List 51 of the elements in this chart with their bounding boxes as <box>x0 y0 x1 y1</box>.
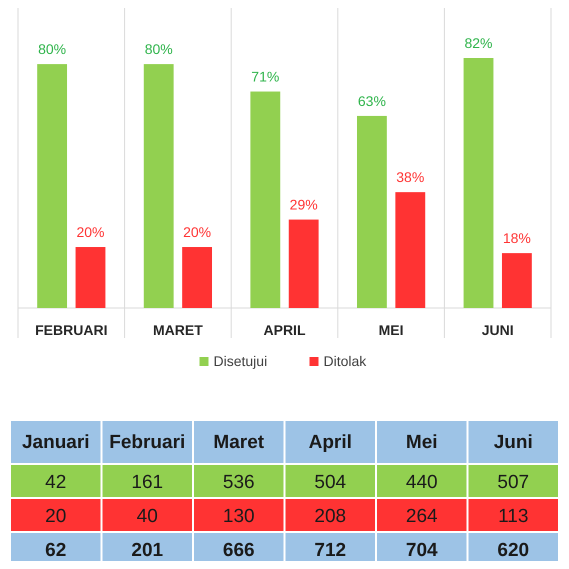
data-label: 130 <box>222 506 255 527</box>
data-label: 82% <box>464 35 493 51</box>
bar <box>356 116 387 308</box>
category-label: Juni <box>494 432 533 453</box>
x-tick-label: MARET <box>153 322 204 338</box>
data-label: 42 <box>45 472 66 493</box>
data-label: 201 <box>131 540 164 561</box>
data-label: 264 <box>406 506 438 527</box>
data-label: 80% <box>144 41 173 58</box>
data-label: 704 <box>406 540 438 561</box>
category-label: Januari <box>22 432 90 453</box>
bar <box>250 92 280 308</box>
data-label: 113 <box>498 506 528 527</box>
data-label: 20% <box>76 224 105 240</box>
legend-label: Ditolak <box>324 353 368 369</box>
data-label: 620 <box>497 540 530 561</box>
legend-label: Disetujui <box>214 353 268 369</box>
data-label: 38% <box>396 169 424 186</box>
data-label: 161 <box>131 472 164 493</box>
data-label: 80% <box>38 41 66 58</box>
category-label: Februari <box>109 432 186 453</box>
bar <box>464 58 494 308</box>
bar <box>76 247 106 308</box>
x-tick-label: APRIL <box>264 322 306 338</box>
category-label: Maret <box>213 432 265 453</box>
data-label: 536 <box>222 472 255 493</box>
bar <box>144 64 174 308</box>
data-label: 20% <box>183 224 212 240</box>
data-label: 71% <box>251 68 280 85</box>
data-label: 507 <box>497 472 530 493</box>
data-label: 29% <box>290 196 318 213</box>
x-tick-label: FEBRUARI <box>35 322 108 338</box>
data-label: 40 <box>136 506 158 527</box>
x-tick-label: MEI <box>378 322 404 338</box>
data-label: 504 <box>314 472 347 493</box>
data-label: 712 <box>314 540 346 561</box>
category-label: April <box>308 432 352 453</box>
data-label: 440 <box>406 472 438 493</box>
data-label: 20 <box>45 506 66 527</box>
data-label: 666 <box>222 540 255 561</box>
category-label: Mei <box>406 432 438 453</box>
bar <box>395 192 426 308</box>
bar <box>502 253 532 308</box>
data-label: 63% <box>358 92 386 109</box>
x-tick-label: JUNI <box>482 322 514 338</box>
bar <box>37 64 68 308</box>
bar <box>182 247 212 308</box>
data-label: 62 <box>45 540 66 561</box>
data-label: 18% <box>502 230 531 246</box>
bar <box>288 220 319 308</box>
data-label: 208 <box>314 506 346 527</box>
